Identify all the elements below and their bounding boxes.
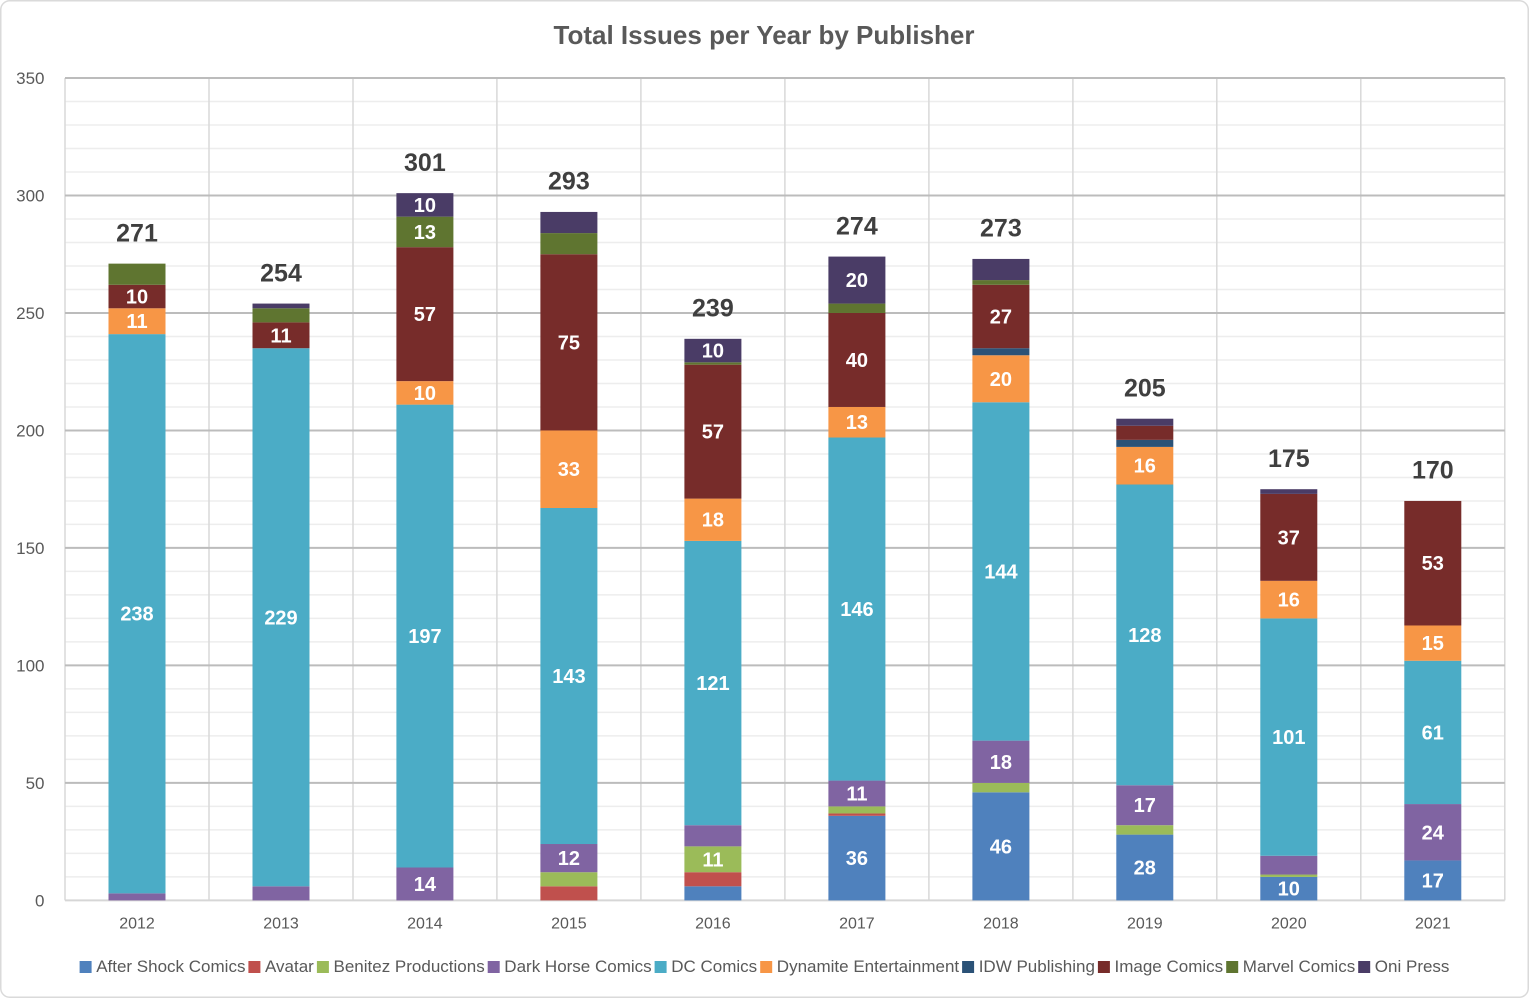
svg-text:12: 12 [558, 848, 580, 870]
svg-text:170: 170 [1412, 457, 1454, 485]
svg-text:150: 150 [16, 539, 44, 558]
svg-text:16: 16 [1134, 456, 1156, 478]
svg-text:20: 20 [846, 270, 868, 292]
svg-text:293: 293 [548, 168, 590, 196]
svg-text:Avatar: Avatar [265, 957, 314, 976]
svg-text:11: 11 [702, 849, 723, 871]
svg-text:200: 200 [16, 421, 44, 440]
svg-text:Total Issues per Year by Publi: Total Issues per Year by Publisher [554, 20, 975, 50]
svg-text:18: 18 [990, 752, 1012, 774]
svg-text:Image Comics: Image Comics [1115, 957, 1224, 976]
svg-text:11: 11 [846, 784, 867, 806]
svg-text:28: 28 [1134, 858, 1156, 880]
svg-text:10: 10 [702, 341, 724, 363]
svg-text:75: 75 [558, 332, 580, 354]
svg-text:205: 205 [1124, 375, 1166, 403]
svg-text:100: 100 [16, 656, 44, 675]
svg-text:175: 175 [1268, 445, 1310, 473]
svg-text:350: 350 [16, 69, 44, 88]
svg-text:144: 144 [984, 561, 1018, 583]
svg-text:239: 239 [692, 295, 734, 323]
svg-text:17: 17 [1422, 870, 1444, 892]
svg-text:11: 11 [270, 325, 291, 347]
svg-text:Dynamite Entertainment: Dynamite Entertainment [777, 957, 960, 976]
svg-text:146: 146 [840, 599, 873, 621]
svg-text:37: 37 [1278, 527, 1300, 549]
svg-text:After Shock Comics: After Shock Comics [96, 957, 245, 976]
svg-text:101: 101 [1272, 727, 1305, 749]
svg-text:10: 10 [414, 195, 436, 217]
svg-text:IDW Publishing: IDW Publishing [979, 957, 1095, 976]
svg-text:17: 17 [1134, 795, 1156, 817]
svg-text:2017: 2017 [839, 916, 875, 933]
svg-text:14: 14 [414, 874, 437, 896]
svg-text:33: 33 [558, 459, 580, 481]
svg-text:57: 57 [414, 304, 436, 326]
svg-text:300: 300 [16, 186, 44, 205]
svg-text:2019: 2019 [1127, 916, 1163, 933]
svg-text:2015: 2015 [551, 916, 587, 933]
svg-text:250: 250 [16, 304, 44, 323]
svg-text:273: 273 [980, 215, 1022, 243]
svg-text:10: 10 [126, 287, 148, 309]
svg-text:2014: 2014 [407, 916, 443, 933]
svg-text:16: 16 [1278, 590, 1300, 612]
svg-text:2021: 2021 [1415, 916, 1451, 933]
svg-text:18: 18 [702, 510, 724, 532]
svg-text:11: 11 [126, 311, 147, 333]
svg-text:57: 57 [702, 422, 724, 444]
svg-text:50: 50 [26, 774, 45, 793]
svg-text:13: 13 [414, 222, 436, 244]
svg-text:271: 271 [116, 219, 158, 247]
svg-text:274: 274 [836, 212, 878, 240]
svg-text:Oni Press: Oni Press [1375, 957, 1450, 976]
svg-text:2018: 2018 [983, 916, 1019, 933]
svg-text:2013: 2013 [263, 916, 299, 933]
svg-text:20: 20 [990, 369, 1012, 391]
svg-text:128: 128 [1128, 625, 1161, 647]
svg-text:2020: 2020 [1271, 916, 1307, 933]
svg-text:27: 27 [990, 307, 1012, 329]
svg-text:10: 10 [1278, 879, 1300, 901]
svg-text:DC Comics: DC Comics [671, 957, 757, 976]
svg-text:Benitez Productions: Benitez Productions [334, 957, 485, 976]
svg-text:2016: 2016 [695, 916, 731, 933]
svg-text:238: 238 [120, 604, 153, 626]
svg-text:197: 197 [408, 626, 441, 648]
svg-text:Marvel Comics: Marvel Comics [1243, 957, 1355, 976]
svg-text:Dark Horse Comics: Dark Horse Comics [504, 957, 651, 976]
svg-text:15: 15 [1422, 633, 1444, 655]
svg-text:40: 40 [846, 350, 868, 372]
svg-text:61: 61 [1422, 722, 1444, 744]
svg-text:121: 121 [696, 673, 729, 695]
svg-text:254: 254 [260, 259, 302, 287]
svg-text:229: 229 [264, 607, 297, 629]
svg-text:36: 36 [846, 848, 868, 870]
svg-text:143: 143 [552, 666, 585, 688]
svg-text:53: 53 [1422, 553, 1444, 575]
svg-text:301: 301 [404, 149, 446, 177]
svg-text:24: 24 [1422, 822, 1445, 844]
svg-text:13: 13 [846, 412, 868, 434]
svg-text:10: 10 [414, 383, 436, 405]
svg-text:2012: 2012 [119, 916, 155, 933]
svg-text:0: 0 [35, 891, 44, 910]
svg-text:46: 46 [990, 836, 1012, 858]
